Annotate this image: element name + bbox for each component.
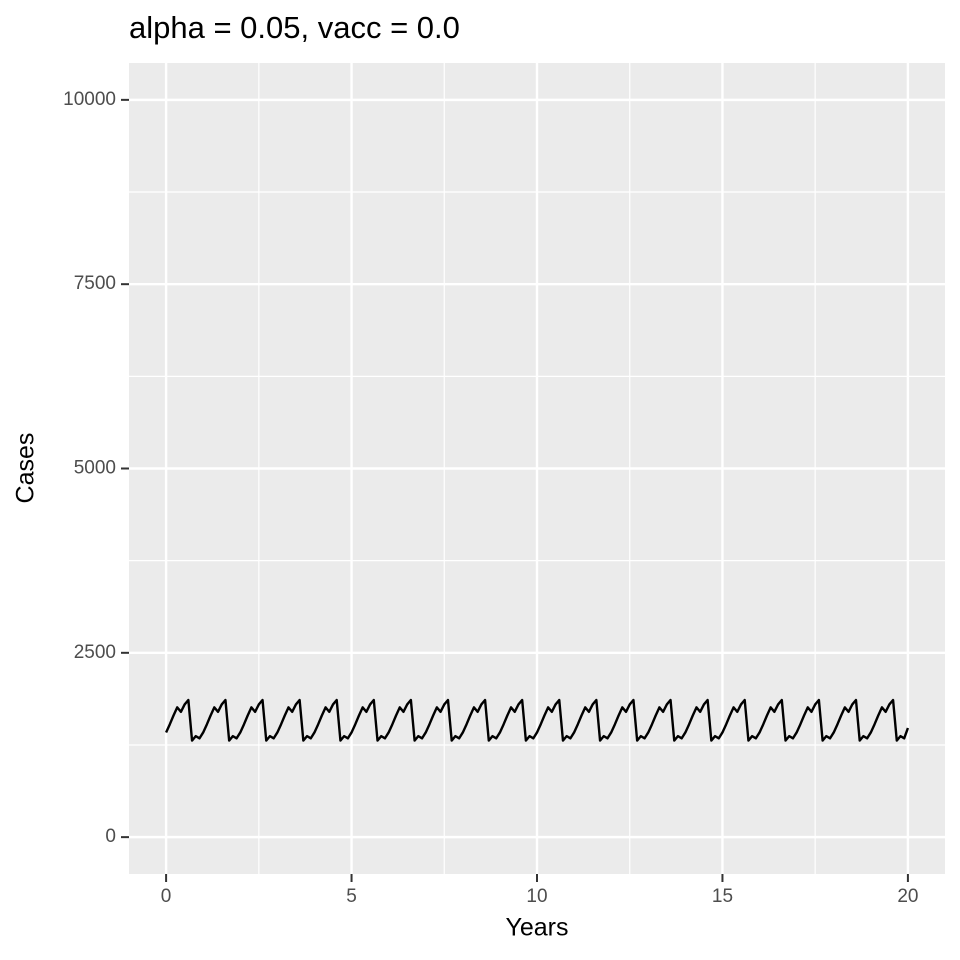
y-tick-label: 7500 bbox=[74, 273, 116, 294]
x-tick-label: 15 bbox=[712, 886, 733, 907]
x-tick-label: 20 bbox=[897, 886, 918, 907]
x-tick-label: 5 bbox=[346, 886, 357, 907]
y-axis-title: Cases bbox=[12, 433, 40, 504]
chart-title: alpha = 0.05, vacc = 0.0 bbox=[129, 10, 460, 45]
y-tick-label: 5000 bbox=[74, 458, 116, 479]
x-tick-label: 0 bbox=[161, 886, 172, 907]
y-tick-label: 2500 bbox=[74, 642, 116, 663]
line bbox=[164, 698, 910, 742]
y-tick-label: 10000 bbox=[63, 89, 116, 110]
grid bbox=[129, 63, 945, 874]
x-axis-title: Years bbox=[505, 914, 568, 942]
marks bbox=[164, 698, 910, 742]
x-tick-label: 10 bbox=[526, 886, 547, 907]
y-tick-label: 0 bbox=[105, 826, 116, 847]
